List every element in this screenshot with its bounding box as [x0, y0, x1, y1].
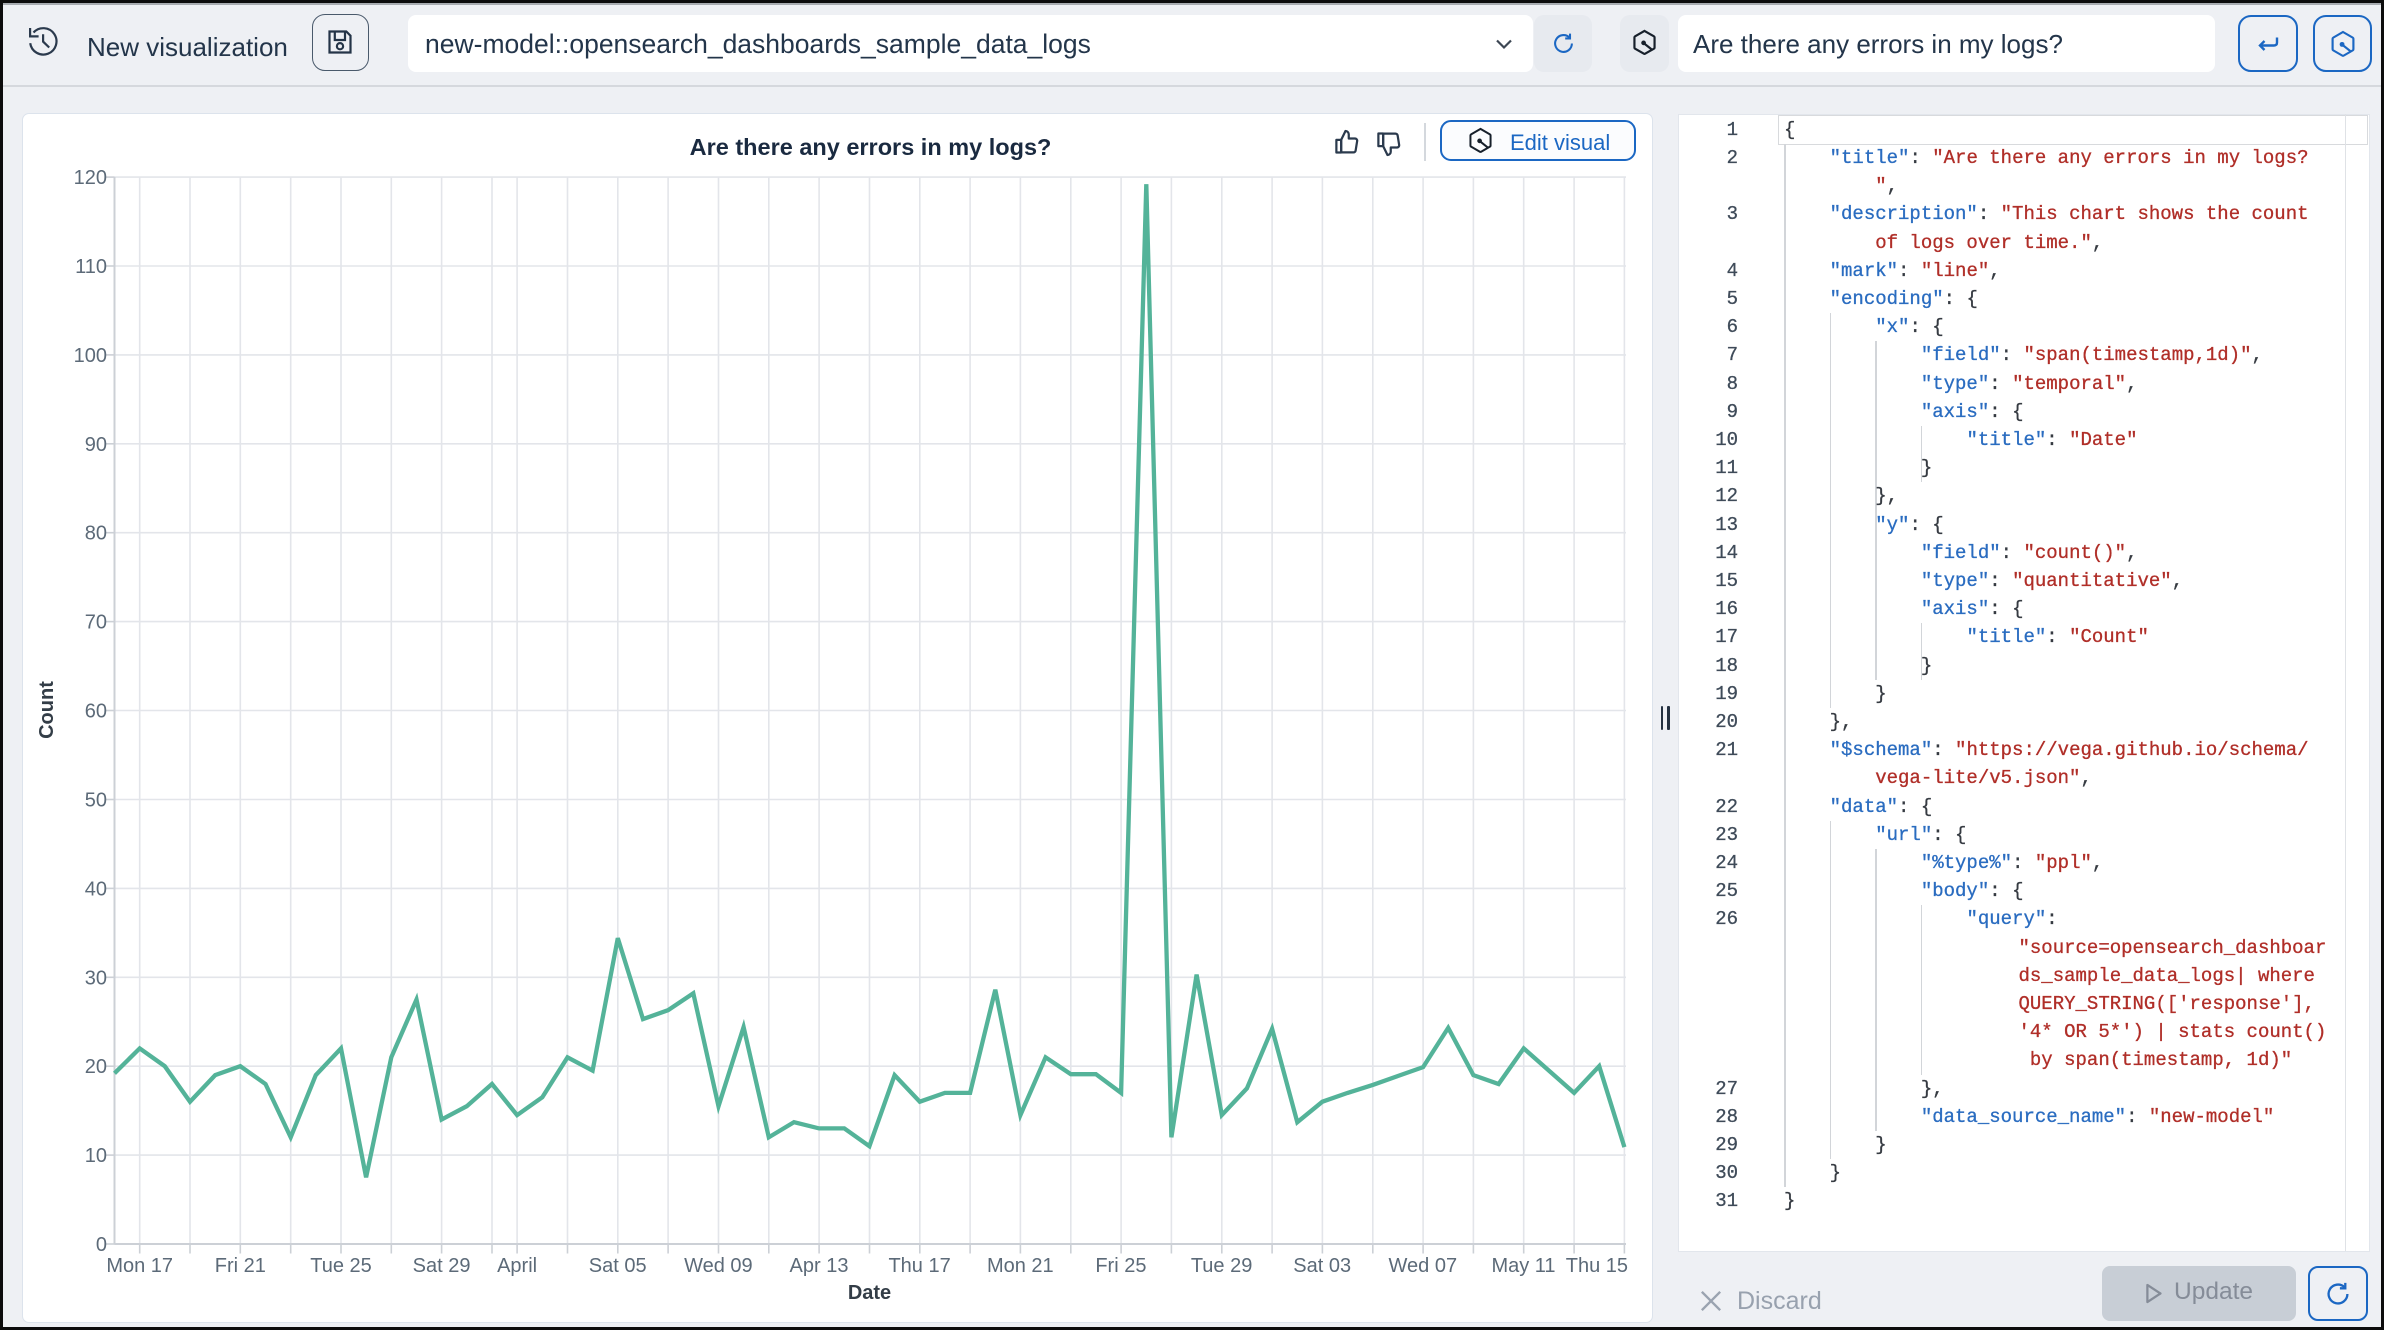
svg-text:40: 40 — [85, 878, 107, 900]
svg-text:Apr 13: Apr 13 — [790, 1255, 849, 1277]
svg-text:Tue 25: Tue 25 — [310, 1255, 372, 1277]
svg-text:120: 120 — [74, 167, 107, 189]
svg-text:Wed 07: Wed 07 — [1389, 1255, 1458, 1277]
svg-text:10: 10 — [85, 1145, 107, 1167]
svg-text:60: 60 — [85, 701, 107, 723]
svg-text:20: 20 — [85, 1056, 107, 1078]
svg-text:100: 100 — [74, 345, 107, 367]
svg-text:80: 80 — [85, 523, 107, 545]
svg-text:Sat 29: Sat 29 — [413, 1255, 471, 1277]
svg-text:Thu 17: Thu 17 — [888, 1255, 950, 1277]
svg-text:April: April — [497, 1255, 537, 1277]
svg-text:Count: Count — [36, 681, 58, 739]
svg-text:Mon 17: Mon 17 — [106, 1255, 173, 1277]
svg-text:Fri 21: Fri 21 — [215, 1255, 266, 1277]
svg-text:Date: Date — [848, 1282, 891, 1304]
svg-text:110: 110 — [75, 256, 107, 278]
svg-text:Sat 03: Sat 03 — [1293, 1255, 1351, 1277]
svg-text:Fri 25: Fri 25 — [1095, 1255, 1146, 1277]
svg-text:0: 0 — [96, 1234, 107, 1256]
svg-text:Tue 29: Tue 29 — [1191, 1255, 1253, 1277]
svg-text:30: 30 — [85, 967, 107, 989]
svg-text:Sat 05: Sat 05 — [589, 1255, 647, 1277]
svg-text:90: 90 — [85, 434, 107, 456]
svg-text:Thu 15: Thu 15 — [1566, 1255, 1628, 1277]
svg-text:70: 70 — [85, 612, 107, 634]
svg-text:May 11: May 11 — [1491, 1255, 1555, 1277]
svg-text:Mon 21: Mon 21 — [987, 1255, 1054, 1277]
svg-text:Wed 09: Wed 09 — [684, 1255, 753, 1277]
svg-text:50: 50 — [85, 790, 107, 812]
